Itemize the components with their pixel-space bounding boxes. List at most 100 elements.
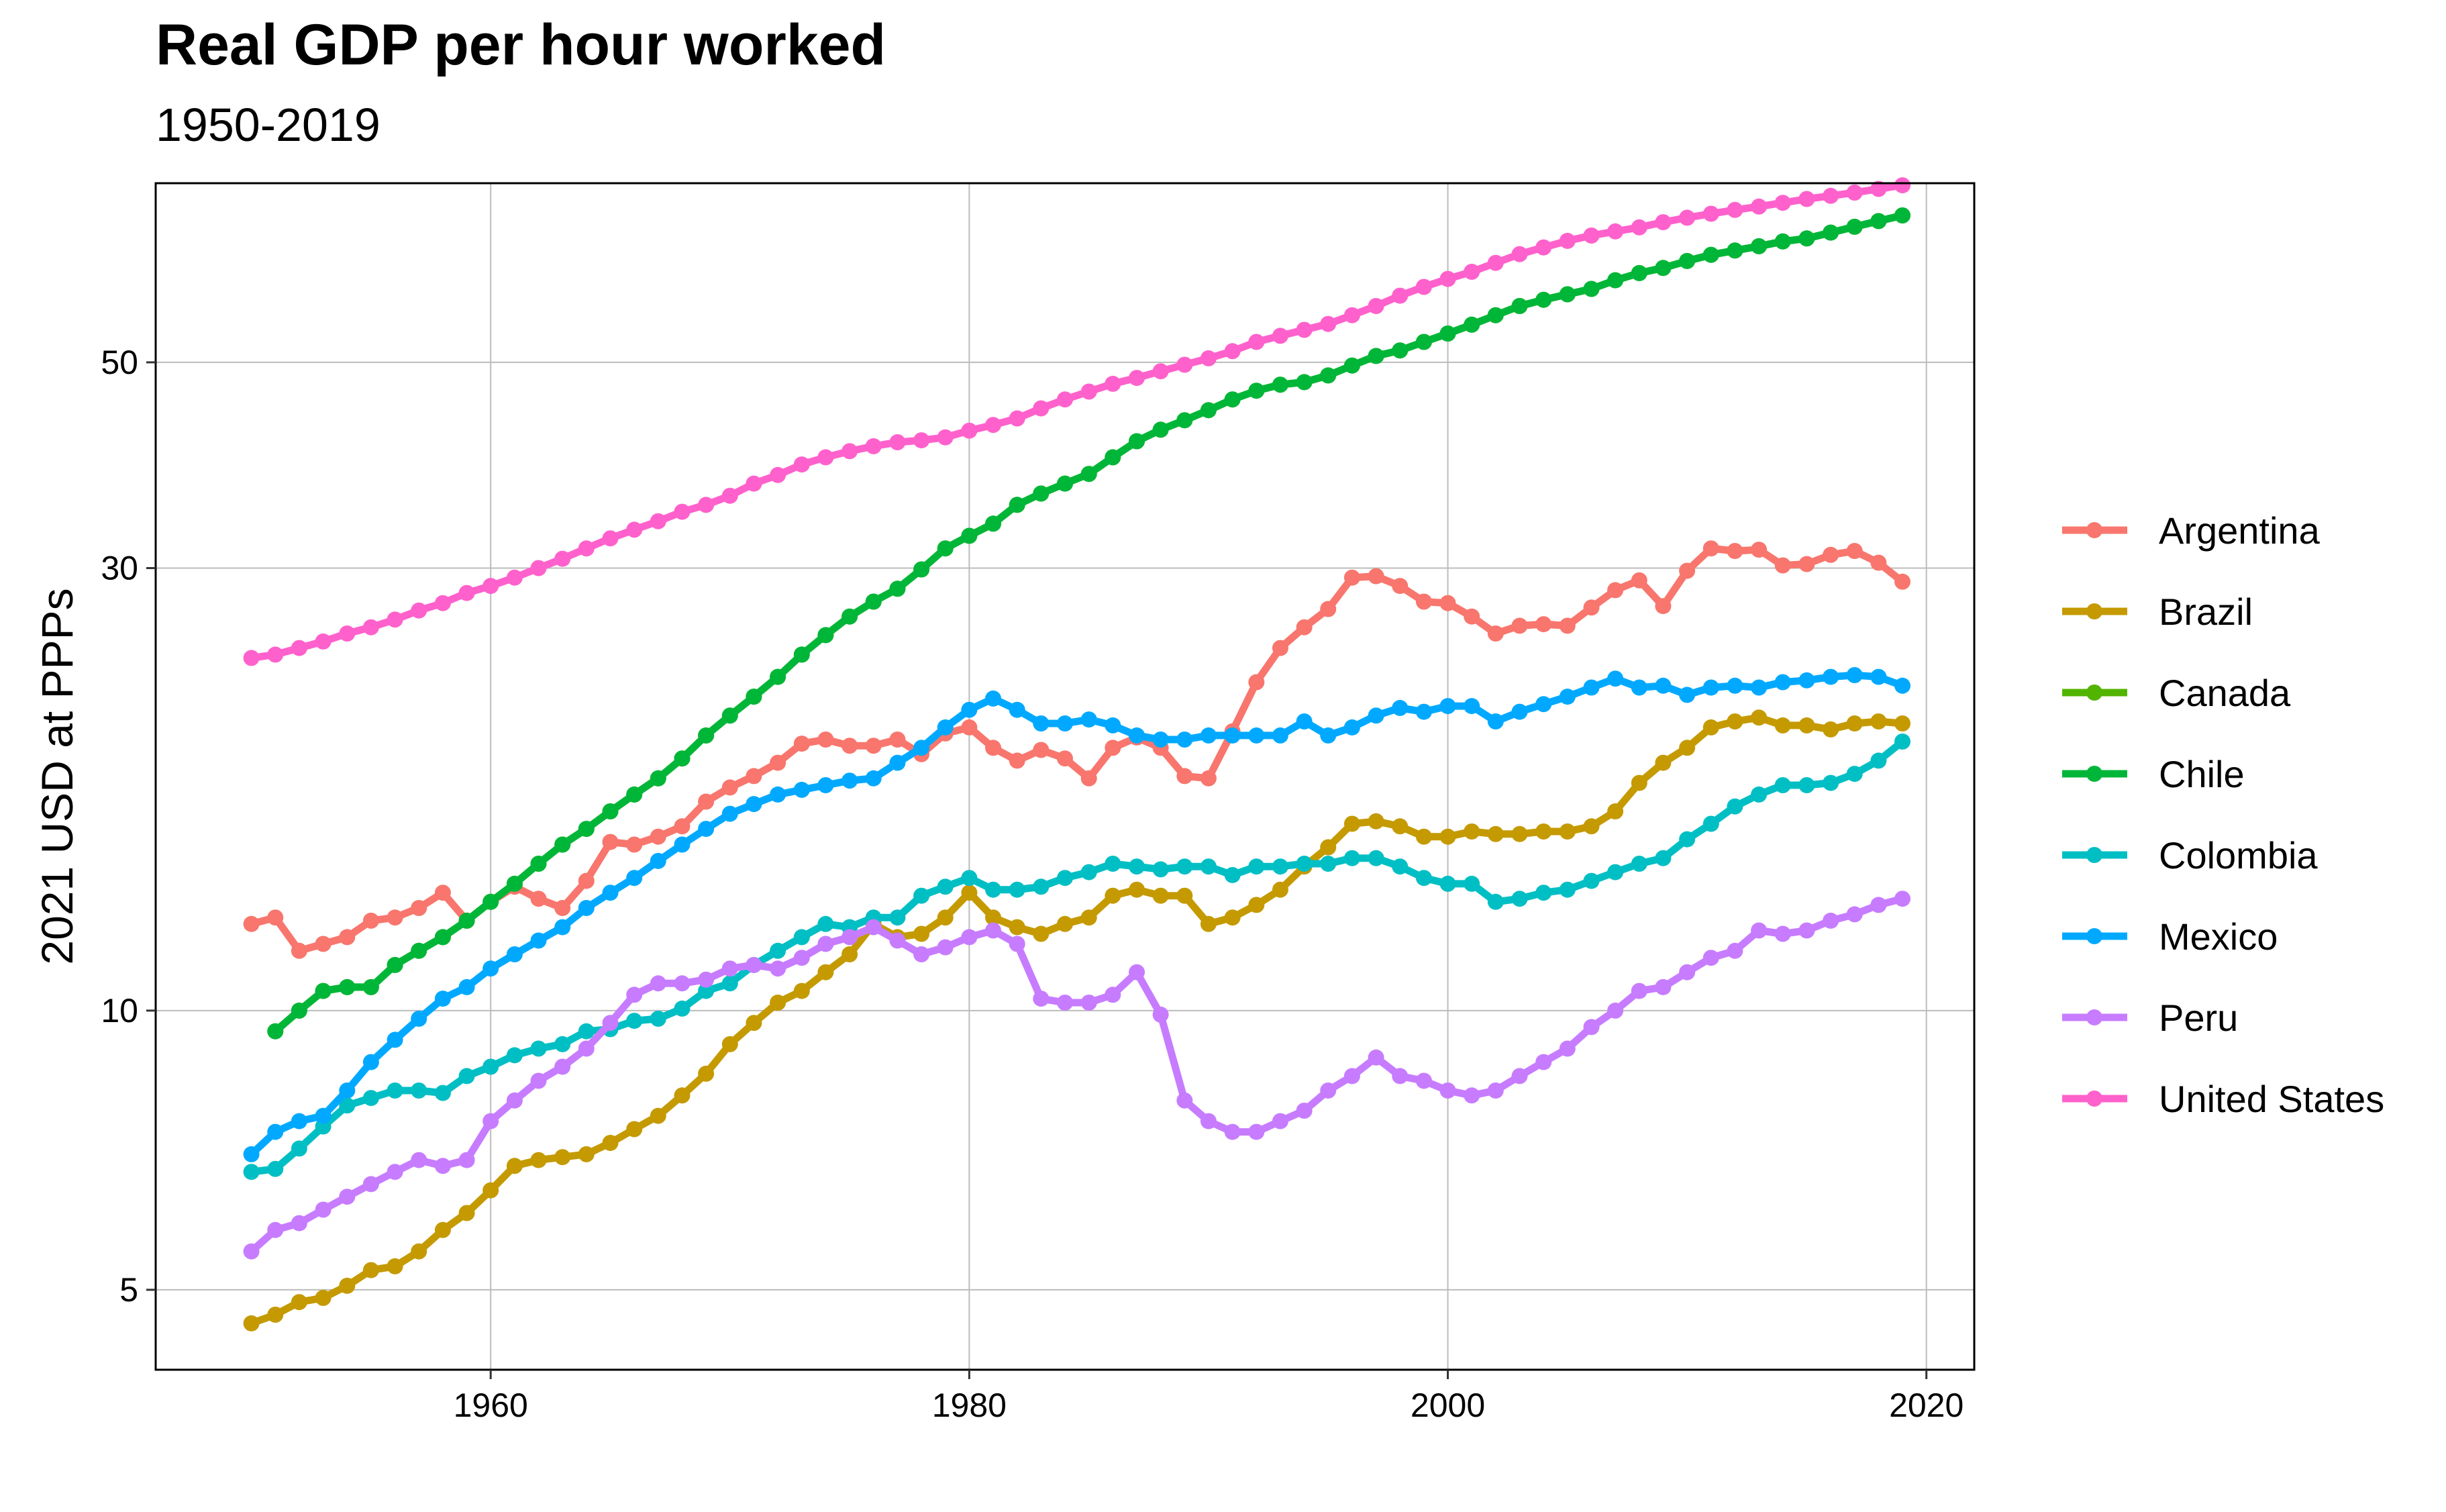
data-point (554, 550, 571, 567)
data-point (1846, 906, 1863, 923)
data-point (411, 942, 427, 959)
data-point (387, 1031, 403, 1048)
data-point (315, 982, 332, 999)
data-point (1392, 818, 1409, 835)
data-point (1248, 858, 1265, 875)
data-point (1224, 1123, 1241, 1140)
data-point (1200, 770, 1217, 787)
data-point (985, 881, 1001, 898)
data-point (387, 1258, 403, 1274)
data-point (1296, 856, 1313, 872)
data-point (1607, 1002, 1624, 1019)
data-point (1894, 677, 1910, 694)
data-point (1870, 554, 1887, 571)
data-point (913, 561, 930, 578)
data-point (721, 975, 738, 992)
data-point (650, 1011, 666, 1027)
data-point (1631, 572, 1647, 589)
data-point (291, 1215, 307, 1231)
data-point (650, 1107, 666, 1124)
data-point (434, 1221, 451, 1238)
plot-panel (154, 182, 1976, 1371)
data-point (482, 1113, 499, 1129)
data-point (1702, 679, 1719, 696)
grid-lines (156, 183, 1974, 1370)
data-point (817, 732, 834, 748)
data-point (1080, 711, 1097, 728)
data-point (1368, 707, 1384, 724)
data-point (1679, 964, 1696, 980)
data-point (793, 929, 810, 946)
data-point (458, 1152, 475, 1168)
series-mexico (243, 667, 1910, 1162)
data-point (1798, 922, 1815, 939)
legend-key-point (2086, 928, 2102, 944)
data-point (1823, 912, 1839, 929)
data-point (1846, 543, 1863, 559)
data-point (865, 438, 882, 454)
data-point (267, 909, 284, 926)
data-point (1248, 897, 1265, 913)
data-point (1129, 433, 1145, 450)
data-point (1033, 400, 1050, 417)
data-point (961, 929, 978, 946)
x-tick-label: 1980 (932, 1387, 1007, 1424)
data-point (578, 1023, 595, 1040)
legend-key-point (2086, 847, 2102, 863)
data-point (1559, 617, 1576, 634)
data-point (1057, 391, 1073, 408)
data-point (746, 689, 762, 705)
data-point (1105, 375, 1121, 392)
data-point (650, 852, 666, 869)
data-point (1894, 177, 1910, 194)
data-point (387, 909, 403, 926)
data-point (1009, 936, 1025, 952)
data-point (1080, 864, 1097, 880)
data-point (626, 1013, 643, 1029)
data-point (1415, 1072, 1432, 1089)
data-point (506, 1092, 523, 1109)
data-point (554, 1058, 571, 1075)
data-point (1320, 601, 1337, 617)
legend-label: Colombia (2159, 834, 2318, 876)
data-point (1009, 701, 1025, 718)
data-point (961, 719, 978, 736)
data-point (1559, 286, 1576, 303)
legend-label: Mexico (2159, 915, 2278, 958)
data-point (602, 1015, 619, 1031)
data-point (1152, 887, 1169, 904)
data-point (1727, 242, 1743, 259)
data-point (434, 991, 451, 1007)
data-point (1439, 595, 1456, 611)
chart-subtitle: 1950-2019 (156, 99, 380, 151)
legend-item: Chile (2062, 753, 2245, 795)
data-point (411, 1011, 427, 1027)
data-point (1224, 391, 1241, 408)
data-point (1009, 410, 1025, 427)
data-point (530, 1072, 547, 1089)
chart-title: Real GDP per hour worked (156, 13, 886, 77)
data-point (1439, 325, 1456, 342)
data-point (1823, 721, 1839, 738)
data-point (674, 1000, 691, 1017)
data-point (1009, 919, 1025, 936)
data-point (817, 915, 834, 932)
data-point (698, 982, 715, 999)
data-point (913, 925, 930, 942)
data-point (1487, 713, 1504, 729)
data-point (1607, 670, 1624, 687)
data-point (1152, 732, 1169, 748)
legend-item: Argentina (2062, 509, 2321, 552)
data-point (1296, 374, 1313, 391)
data-point (1343, 719, 1360, 736)
x-axis: 1960 1980 2000 2020 (454, 1370, 1964, 1424)
data-point (1511, 1068, 1528, 1085)
data-point (1823, 187, 1839, 204)
data-point (1200, 350, 1217, 366)
data-point (1105, 449, 1121, 466)
data-point (1870, 181, 1887, 197)
data-point (1583, 228, 1600, 244)
data-point (1033, 878, 1050, 895)
data-point (1176, 1092, 1193, 1109)
data-point (1774, 233, 1791, 250)
